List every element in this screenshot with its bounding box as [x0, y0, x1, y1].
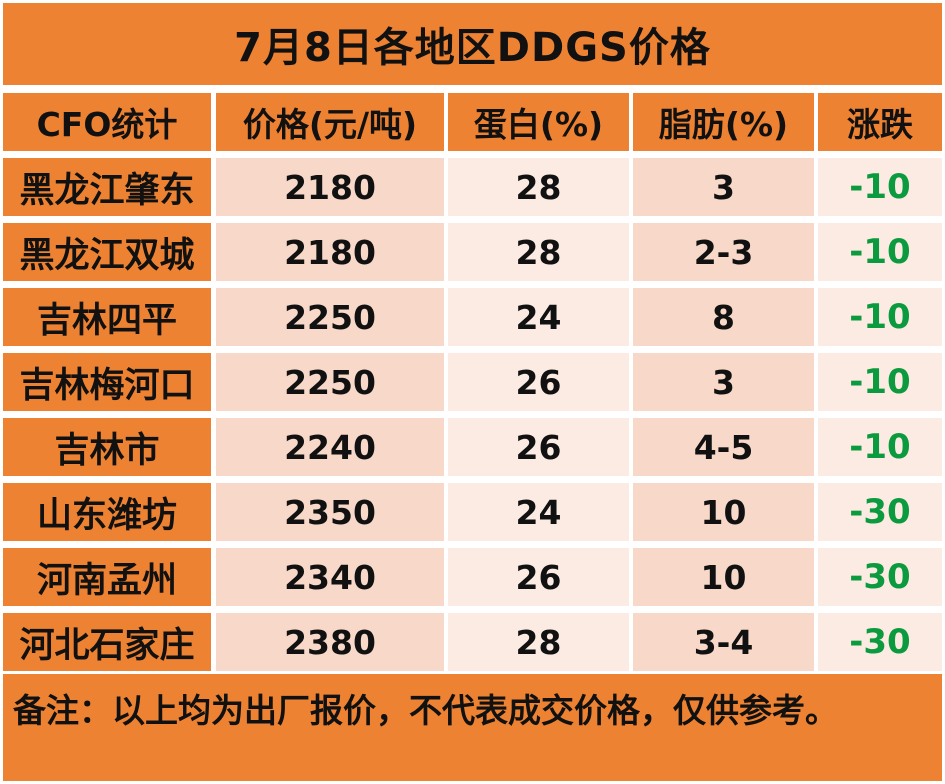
cell-change: -10 — [818, 223, 942, 281]
cell-protein: 26 — [448, 418, 629, 476]
cell-price: 2250 — [216, 288, 444, 346]
cell-protein: 26 — [448, 548, 629, 606]
cell-change: -30 — [818, 613, 942, 671]
cell-fat: 2-3 — [633, 223, 814, 281]
column-header-region: CFO统计 — [3, 93, 211, 151]
cell-fat: 3-4 — [633, 613, 814, 671]
table-title: 7月8日各地区DDGS价格 — [3, 3, 942, 85]
cell-region: 河南孟州 — [3, 548, 211, 606]
cell-change: -10 — [818, 353, 942, 411]
cell-fat: 10 — [633, 483, 814, 541]
footnote: 备注：以上均为出厂报价，不代表成交价格，仅供参考。 — [3, 674, 942, 781]
column-header-change: 涨跌 — [818, 93, 942, 151]
cell-region: 吉林市 — [3, 418, 211, 476]
cell-region: 黑龙江双城 — [3, 223, 211, 281]
cell-price: 2250 — [216, 353, 444, 411]
column-header-protein: 蛋白(%) — [448, 93, 629, 151]
column-header-fat: 脂肪(%) — [633, 93, 814, 151]
cell-protein: 28 — [448, 223, 629, 281]
cell-fat: 10 — [633, 548, 814, 606]
cell-region: 河北石家庄 — [3, 613, 211, 671]
column-header-price: 价格(元/吨) — [216, 93, 444, 151]
cell-change: -10 — [818, 158, 942, 216]
cell-protein: 24 — [448, 483, 629, 541]
cell-price: 2240 — [216, 418, 444, 476]
cell-fat: 3 — [633, 158, 814, 216]
cell-region: 山东潍坊 — [3, 483, 211, 541]
cell-price: 2180 — [216, 158, 444, 216]
cell-fat: 3 — [633, 353, 814, 411]
cell-region: 黑龙江肇东 — [3, 158, 211, 216]
cell-price: 2340 — [216, 548, 444, 606]
cell-protein: 28 — [448, 158, 629, 216]
cell-region: 吉林四平 — [3, 288, 211, 346]
cell-protein: 28 — [448, 613, 629, 671]
cell-protein: 26 — [448, 353, 629, 411]
cell-price: 2180 — [216, 223, 444, 281]
cell-fat: 4-5 — [633, 418, 814, 476]
cell-fat: 8 — [633, 288, 814, 346]
cell-change: -10 — [818, 288, 942, 346]
cell-change: -10 — [818, 418, 942, 476]
cell-price: 2380 — [216, 613, 444, 671]
cell-price: 2350 — [216, 483, 444, 541]
cell-change: -30 — [818, 483, 942, 541]
cell-protein: 24 — [448, 288, 629, 346]
cell-region: 吉林梅河口 — [3, 353, 211, 411]
cell-change: -30 — [818, 548, 942, 606]
